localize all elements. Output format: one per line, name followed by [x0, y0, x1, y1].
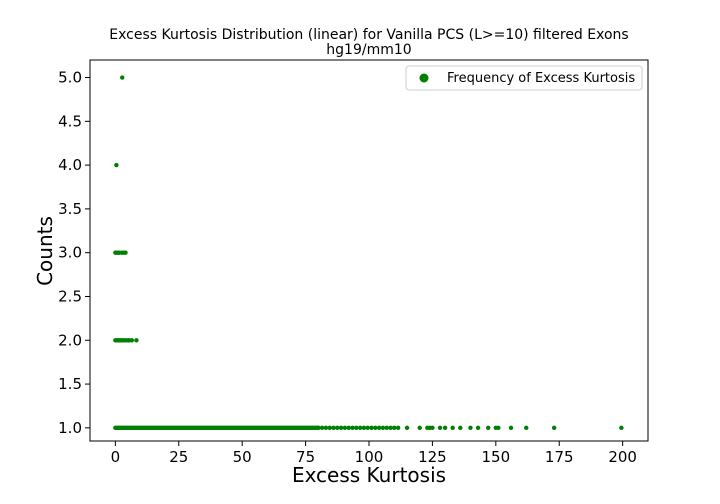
x-tick-label: 100 — [355, 448, 384, 466]
data-point — [335, 425, 340, 431]
data-point — [376, 425, 382, 431]
data-point — [380, 425, 386, 431]
y-tick-label: 4.0 — [58, 156, 82, 174]
x-tick-label: 125 — [418, 448, 447, 466]
y-tick-label: 2.5 — [58, 287, 82, 305]
data-point — [129, 338, 135, 343]
data-point — [342, 425, 348, 431]
plot-frame — [89, 59, 649, 442]
data-point — [524, 425, 529, 431]
data-point — [319, 425, 325, 431]
y-axis-ticks: 1.0 1.5 2.0 2.5 3.0 3.5 4.0 4.5 5.0 — [58, 69, 90, 437]
x-axis-ticks: 0 25 50 75 100 125 150 175 200 — [111, 441, 637, 466]
data-point — [392, 425, 397, 431]
data-point — [346, 425, 351, 431]
data-point — [123, 250, 128, 255]
data-point — [551, 425, 557, 431]
x-tick-label: 0 — [111, 448, 121, 466]
data-point — [430, 425, 435, 431]
data-point — [365, 425, 370, 431]
data-point — [442, 425, 448, 431]
data-point — [404, 425, 410, 431]
data-point — [388, 425, 393, 431]
data-point — [496, 425, 501, 431]
data-point — [458, 425, 463, 431]
data-point — [354, 425, 359, 431]
x-tick-label: 175 — [545, 448, 574, 466]
y-tick-label: 2.0 — [58, 331, 82, 349]
data-point — [316, 425, 321, 431]
data-point — [468, 425, 473, 431]
data-points — [113, 75, 624, 431]
data-point — [350, 425, 355, 431]
data-point — [384, 425, 389, 431]
data-point — [361, 425, 367, 431]
chart-title: Excess Kurtosis Distribution (linear) fo… — [109, 27, 628, 43]
y-tick-label: 1.5 — [58, 375, 82, 393]
legend-marker — [419, 73, 429, 83]
legend-label: Frequency of Excess Kurtosis — [447, 71, 635, 86]
data-point — [120, 75, 125, 80]
legend-box — [405, 65, 643, 91]
data-point — [323, 425, 329, 431]
y-axis-label: Counts — [33, 216, 57, 286]
data-point — [357, 425, 363, 431]
x-tick-label: 25 — [169, 448, 188, 466]
data-point — [619, 425, 624, 431]
x-tick-label: 75 — [296, 448, 315, 466]
data-point — [450, 425, 455, 431]
x-axis-label: Excess Kurtosis — [292, 463, 446, 487]
data-point — [134, 338, 139, 343]
y-tick-label: 5.0 — [58, 69, 82, 87]
data-point — [395, 425, 401, 431]
data-point — [486, 425, 491, 431]
x-tick-label: 150 — [481, 448, 510, 466]
y-tick-label: 4.5 — [58, 112, 82, 130]
data-point — [369, 425, 374, 431]
data-point — [437, 425, 443, 431]
y-tick-label: 3.0 — [58, 244, 82, 262]
legend: Frequency of Excess Kurtosis — [405, 65, 643, 91]
y-tick-label: 3.5 — [58, 200, 82, 218]
x-tick-label: 50 — [233, 448, 252, 466]
data-point — [508, 425, 514, 431]
data-point — [114, 162, 119, 168]
x-tick-label: 200 — [608, 448, 637, 466]
data-point — [338, 425, 344, 431]
data-point — [417, 425, 422, 431]
data-point — [373, 425, 378, 431]
y-tick-label: 1.0 — [58, 419, 82, 437]
data-point — [331, 425, 336, 431]
chart-subtitle: hg19/mm10 — [326, 42, 411, 58]
data-point — [327, 425, 332, 431]
data-point — [475, 425, 481, 431]
